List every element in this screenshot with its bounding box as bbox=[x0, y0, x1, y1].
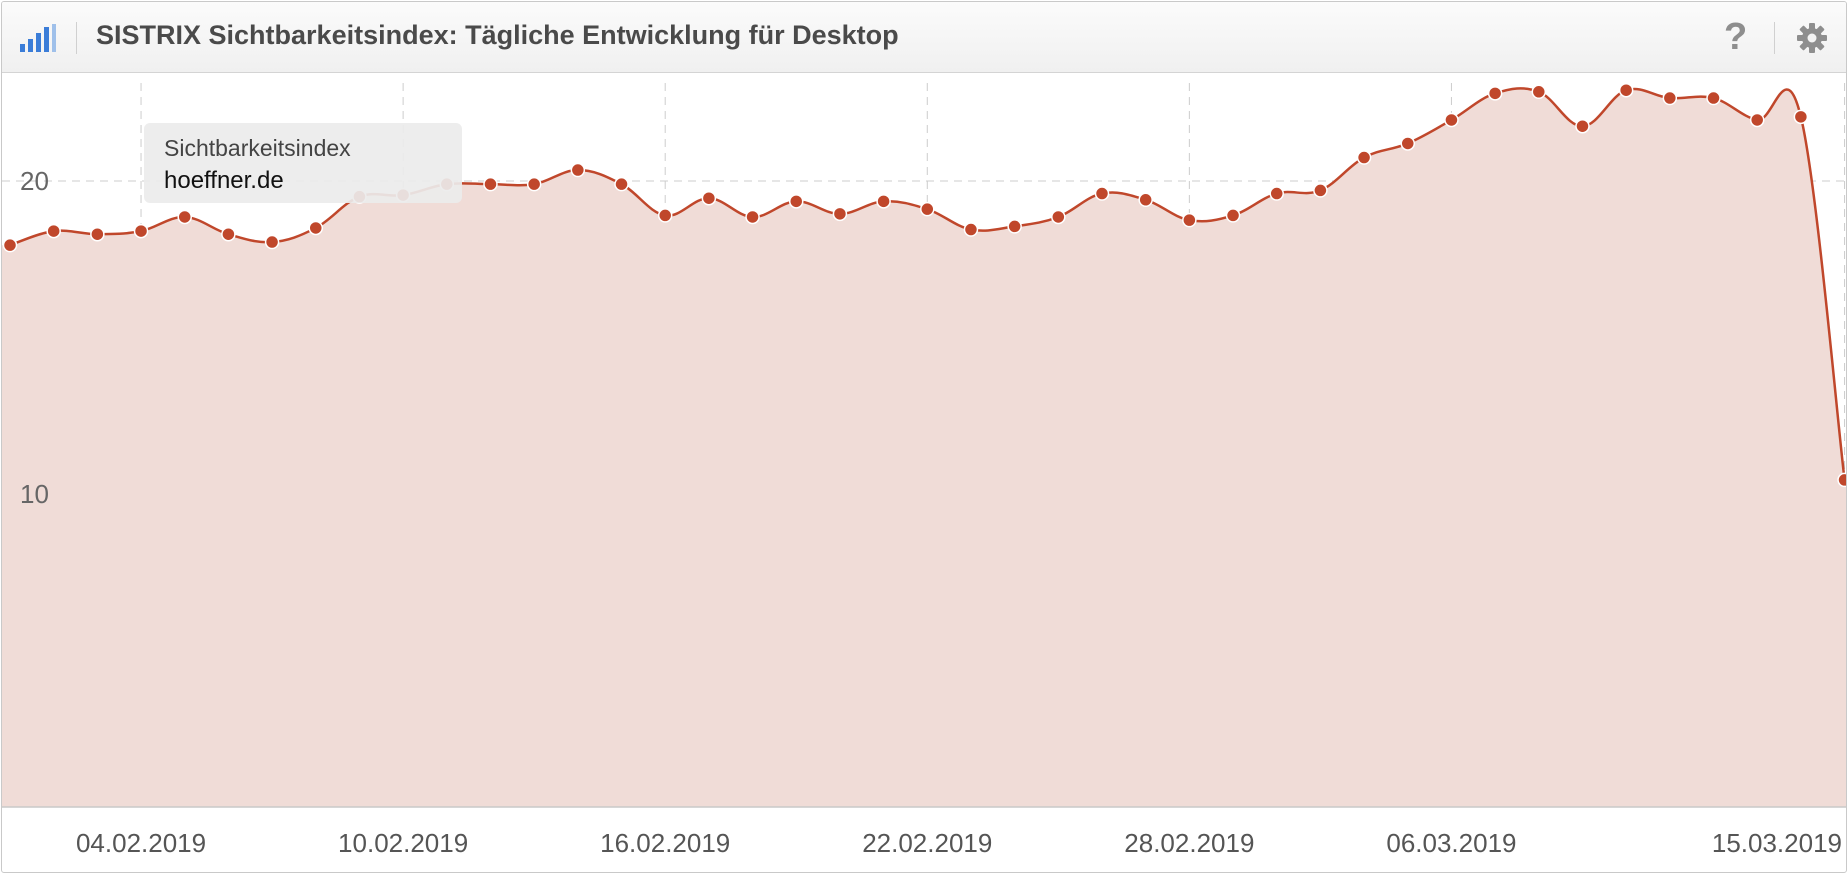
data-point[interactable] bbox=[1444, 112, 1459, 128]
series-area bbox=[2, 88, 1846, 807]
data-point[interactable] bbox=[963, 222, 979, 237]
data-point[interactable] bbox=[1575, 118, 1590, 134]
header-divider-right bbox=[1774, 22, 1775, 54]
data-point[interactable] bbox=[1618, 82, 1634, 98]
x-tick-label: 28.02.2019 bbox=[1124, 828, 1254, 858]
header-divider bbox=[76, 22, 77, 54]
data-point[interactable] bbox=[133, 223, 149, 239]
data-point[interactable] bbox=[308, 220, 324, 236]
data-point[interactable] bbox=[1837, 472, 1846, 488]
x-tick-label: 04.02.2019 bbox=[76, 828, 206, 858]
help-icon[interactable]: ? bbox=[1724, 16, 1748, 58]
data-point[interactable] bbox=[1487, 86, 1503, 101]
data-point[interactable] bbox=[1051, 209, 1066, 225]
gear-icon[interactable] bbox=[1796, 22, 1828, 54]
y-tick-label: 10 bbox=[20, 479, 49, 509]
data-point[interactable] bbox=[221, 226, 236, 242]
data-point[interactable] bbox=[1706, 90, 1721, 106]
data-point[interactable] bbox=[1007, 219, 1022, 234]
y-tick-label: 20 bbox=[20, 166, 49, 196]
data-point[interactable] bbox=[90, 226, 105, 242]
data-point[interactable] bbox=[1138, 192, 1153, 208]
data-point[interactable] bbox=[701, 190, 717, 206]
data-point[interactable] bbox=[832, 206, 848, 222]
data-point[interactable] bbox=[1182, 212, 1197, 228]
data-point[interactable] bbox=[1094, 186, 1110, 201]
tooltip: Sichtbarkeitsindex hoeffner.de bbox=[144, 123, 462, 203]
tooltip-domain: hoeffner.de bbox=[164, 167, 284, 194]
data-point[interactable] bbox=[526, 176, 542, 192]
data-point[interactable] bbox=[1662, 90, 1678, 106]
y-axis-labels: 10 20 bbox=[20, 166, 49, 509]
data-point[interactable] bbox=[46, 223, 61, 239]
widget-header: SISTRIX Sichtbarkeitsindex: Tägliche Ent… bbox=[2, 2, 1846, 73]
data-point[interactable] bbox=[657, 208, 673, 223]
data-point[interactable] bbox=[177, 209, 192, 225]
visibility-chart: 10 20 04.02.2019 10.02.2019 16.02.2019 22.02… bbox=[2, 82, 1846, 858]
data-point[interactable] bbox=[876, 194, 891, 209]
x-tick-label: 15.03.2019 bbox=[1712, 828, 1842, 858]
data-point[interactable] bbox=[745, 209, 760, 225]
data-point[interactable] bbox=[1313, 183, 1328, 198]
data-point[interactable] bbox=[1793, 109, 1809, 125]
x-tick-label: 16.02.2019 bbox=[600, 828, 730, 858]
tooltip-label: Sichtbarkeitsindex bbox=[164, 135, 351, 161]
x-axis-labels: 04.02.2019 10.02.2019 16.02.2019 22.02.2019… bbox=[76, 828, 1842, 858]
data-point[interactable] bbox=[614, 176, 629, 192]
widget-title: SISTRIX Sichtbarkeitsindex: Tägliche Ent… bbox=[96, 20, 899, 50]
data-point[interactable] bbox=[1356, 150, 1372, 165]
data-point[interactable] bbox=[1531, 84, 1547, 100]
x-tick-label: 22.02.2019 bbox=[862, 828, 992, 858]
data-point[interactable] bbox=[483, 176, 498, 192]
bar-chart-icon bbox=[20, 24, 56, 52]
data-point[interactable] bbox=[920, 201, 935, 217]
data-point[interactable] bbox=[1400, 136, 1416, 151]
data-point[interactable] bbox=[1225, 208, 1241, 223]
x-tick-label: 10.02.2019 bbox=[338, 828, 468, 858]
x-tick-label: 06.03.2019 bbox=[1386, 828, 1516, 858]
data-point[interactable] bbox=[1269, 186, 1284, 201]
data-point[interactable] bbox=[788, 194, 804, 209]
data-point[interactable] bbox=[2, 237, 18, 253]
data-point[interactable] bbox=[264, 234, 280, 250]
data-point[interactable] bbox=[1749, 112, 1765, 128]
data-point[interactable] bbox=[570, 162, 586, 178]
